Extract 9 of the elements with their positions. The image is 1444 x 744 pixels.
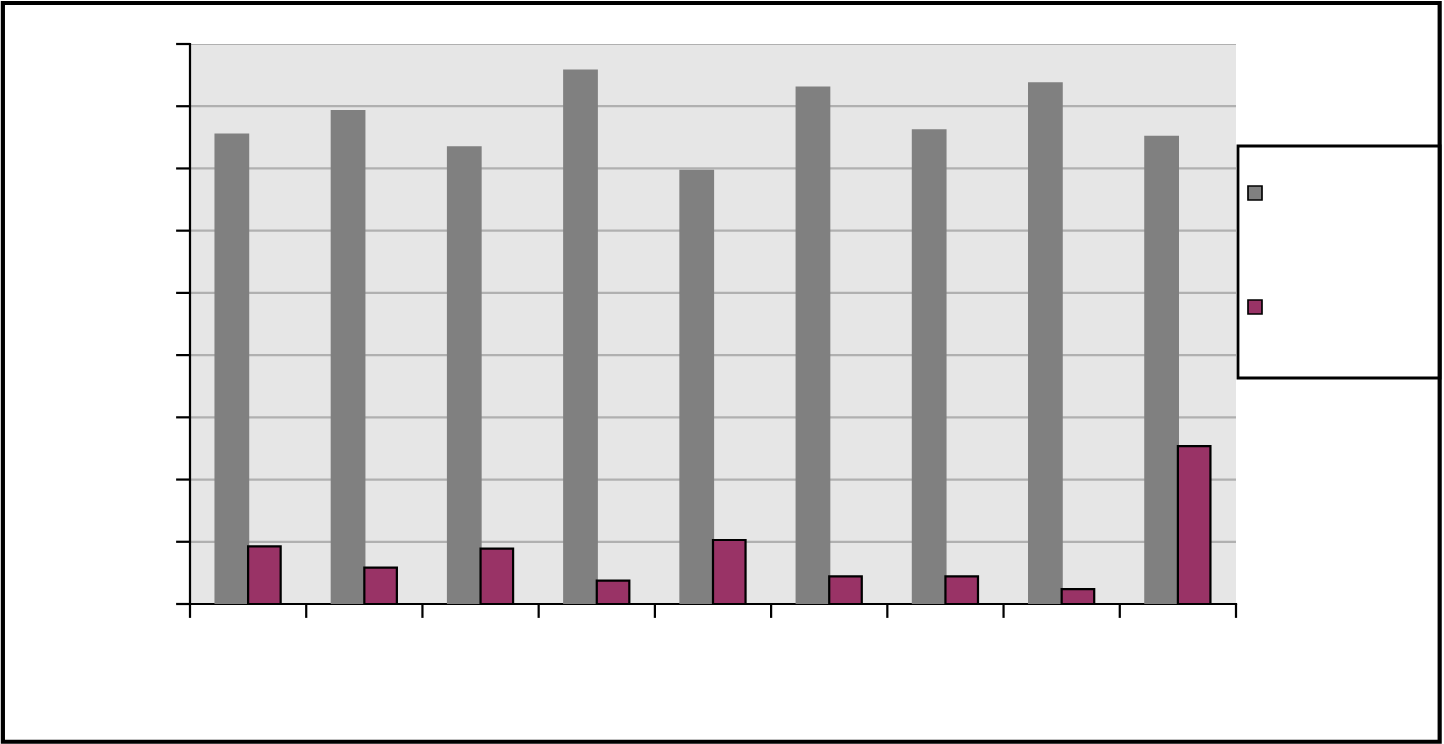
bar [911, 129, 947, 604]
bar [679, 169, 715, 604]
bar [330, 110, 366, 604]
bar [795, 86, 831, 604]
bar [1144, 135, 1179, 604]
bar [1028, 82, 1063, 604]
bar [214, 133, 250, 604]
bar [446, 146, 482, 604]
bar [563, 69, 598, 604]
